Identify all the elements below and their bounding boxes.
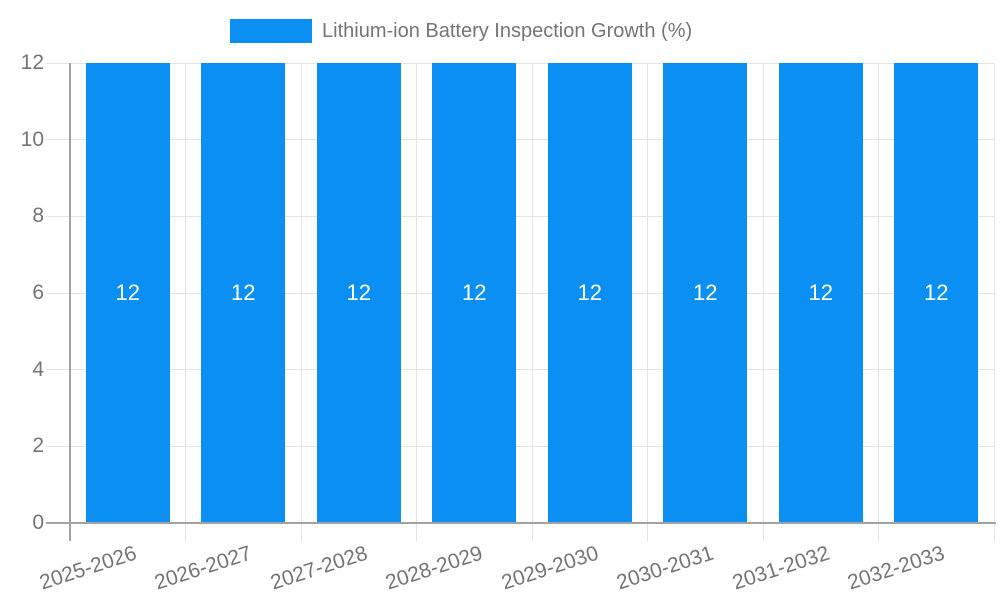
bar-value-label: 12 [693, 280, 718, 305]
x-axis-line [46, 521, 996, 524]
legend-swatch [230, 19, 312, 43]
bar [432, 63, 517, 523]
bar-value-label: 12 [462, 280, 487, 305]
bar [663, 63, 748, 523]
y-axis-tick-label: 12 [20, 51, 44, 74]
bar [201, 63, 286, 523]
y-axis-tick-label: 10 [20, 127, 44, 151]
gridline-vertical [531, 63, 533, 541]
bar-value-label: 12 [231, 280, 256, 305]
bar [316, 63, 401, 523]
gridline-vertical [185, 63, 186, 541]
gridline-vertical [416, 63, 417, 541]
gridline-horizontal [46, 62, 994, 64]
gridline-vertical [762, 63, 764, 541]
gridline-horizontal [46, 139, 994, 141]
gridline-horizontal [46, 215, 994, 217]
y-axis-tick-label: 6 [32, 281, 44, 304]
bar [894, 63, 979, 523]
legend-label: Lithium-ion Battery Inspection Growth (%… [322, 20, 693, 42]
gridline-horizontal [46, 369, 994, 371]
y-axis-line [69, 63, 71, 541]
bar [85, 63, 170, 523]
y-axis-tick-label: 4 [32, 357, 44, 381]
gridline-vertical [993, 63, 995, 541]
bar-value-label: 12 [346, 280, 371, 305]
bar [547, 63, 632, 523]
gridline-vertical [878, 63, 879, 541]
bar [778, 63, 863, 523]
bar-value-label: 12 [115, 280, 140, 305]
y-axis-tick-label: 2 [32, 434, 44, 458]
bar-value-label: 12 [577, 280, 602, 305]
gridline-horizontal [46, 445, 994, 447]
y-axis-tick-label: 8 [32, 204, 44, 228]
bar-value-label: 12 [924, 280, 949, 305]
gridline-vertical [300, 63, 302, 541]
gridline-vertical [647, 63, 648, 541]
bar-value-label: 12 [808, 280, 833, 305]
y-axis-tick-label: 0 [32, 511, 44, 534]
gridline-horizontal [46, 292, 994, 294]
